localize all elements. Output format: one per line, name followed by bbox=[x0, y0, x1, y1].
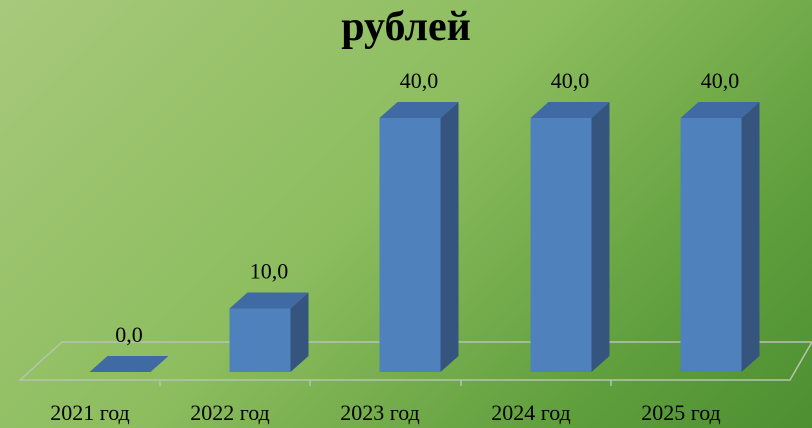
chart-title: рублей bbox=[341, 4, 471, 50]
bar-top bbox=[680, 102, 760, 118]
bar-side bbox=[741, 102, 760, 372]
bar-side bbox=[290, 292, 309, 372]
bar bbox=[379, 118, 441, 372]
bar-top bbox=[89, 356, 169, 372]
x-tick-label: 2023 год bbox=[340, 400, 420, 425]
bar-top bbox=[530, 102, 610, 118]
data-label: 0,0 bbox=[115, 322, 143, 347]
bar bbox=[680, 118, 742, 372]
x-tick-label: 2024 год bbox=[491, 400, 571, 425]
data-label: 40,0 bbox=[551, 68, 590, 93]
bar-side bbox=[440, 102, 459, 372]
data-label: 40,0 bbox=[400, 68, 439, 93]
bar-top bbox=[229, 292, 309, 309]
x-tick-label: 2022 год bbox=[190, 400, 270, 425]
bar bbox=[229, 308, 291, 372]
data-label: 40,0 bbox=[701, 68, 740, 93]
floor-plane bbox=[18, 341, 812, 381]
bar-side bbox=[591, 102, 610, 372]
x-tick-label: 2021 год bbox=[50, 400, 130, 425]
x-tick-label: 2025 год bbox=[641, 400, 721, 425]
bar-top bbox=[379, 102, 459, 118]
bar bbox=[530, 118, 592, 372]
data-label: 10,0 bbox=[250, 259, 289, 284]
